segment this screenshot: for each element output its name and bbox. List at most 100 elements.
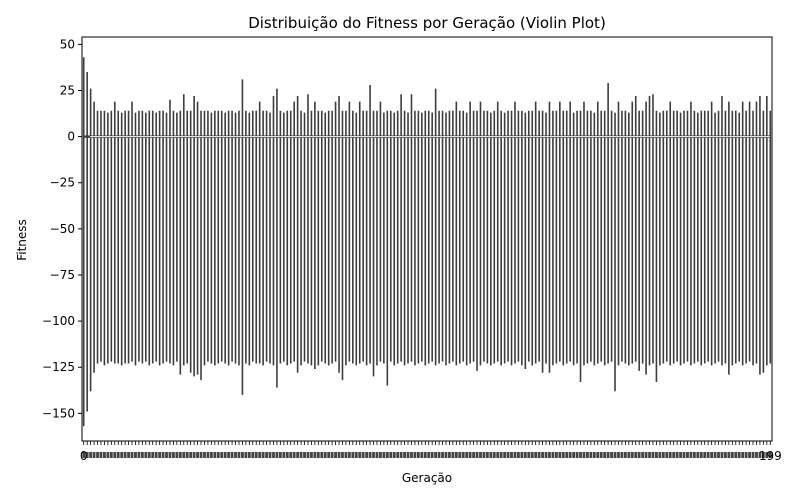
x-tick-label-overlap	[510, 452, 513, 458]
x-tick-label-overlap	[751, 452, 755, 458]
y-tick-label: −125	[42, 360, 75, 374]
x-tick-label-overlap	[448, 452, 451, 458]
x-tick-label-overlap	[178, 452, 182, 458]
x-tick-label-overlap	[434, 452, 438, 458]
x-tick-label-overlap	[679, 452, 682, 458]
y-tick-label: −25	[50, 176, 75, 190]
x-tick-label-overlap	[617, 452, 620, 458]
x-tick-label-overlap	[123, 452, 127, 458]
x-tick-label-overlap	[724, 452, 727, 458]
x-tick-label-overlap	[565, 452, 569, 458]
x-tick-label-overlap	[109, 452, 113, 458]
x-tick-label-overlap	[527, 452, 531, 458]
x-tick-label-overlap	[492, 452, 496, 458]
x-tick-label-overlap	[251, 452, 255, 458]
x-tick-label-first: 0	[80, 449, 88, 463]
x-tick-label-overlap	[485, 452, 489, 458]
x-tick-label-overlap	[344, 452, 348, 458]
x-tick-label-overlap	[203, 452, 206, 458]
x-tick-label-overlap	[316, 452, 320, 458]
x-tick-label-overlap	[755, 452, 758, 458]
x-tick-label-overlap	[658, 452, 662, 458]
x-tick-label-overlap	[465, 452, 469, 458]
x-tick-label-overlap	[427, 452, 431, 458]
x-tick-label-overlap	[209, 452, 213, 458]
x-tick-label-overlap	[699, 452, 703, 458]
x-tick-label-overlap	[85, 452, 89, 458]
x-tick-label-overlap	[627, 452, 631, 458]
x-tick-label-overlap	[558, 452, 562, 458]
x-tick-label-overlap	[620, 452, 624, 458]
x-tick-label-overlap	[96, 452, 99, 458]
x-tick-label-overlap	[382, 452, 386, 458]
x-tick-label-overlap	[517, 452, 520, 458]
x-tick-label-overlap	[541, 452, 544, 458]
x-tick-label-overlap	[413, 452, 417, 458]
y-axis: 50 25 0 −25 −50 −75 −100 −125 −150	[42, 37, 82, 420]
x-tick-label-overlap	[337, 452, 341, 458]
x-tick-label-overlap	[372, 452, 375, 458]
x-tick-label-overlap	[530, 452, 534, 458]
x-tick-label-overlap	[227, 452, 231, 458]
x-tick-label-overlap	[655, 452, 658, 458]
x-tick-label-overlap	[289, 452, 293, 458]
y-tick-label: −150	[42, 406, 75, 420]
x-tick-label-overlap	[199, 452, 203, 458]
x-tick-label-overlap	[351, 452, 355, 458]
x-tick-label-overlap	[275, 452, 279, 458]
x-tick-label-overlap	[147, 452, 151, 458]
x-tick-label-overlap	[334, 452, 337, 458]
x-tick-label-overlap	[341, 452, 344, 458]
x-tick-label-overlap	[313, 452, 317, 458]
x-tick-label-overlap	[623, 452, 627, 458]
y-axis-title: Fitness	[15, 219, 29, 261]
x-tick-label-overlap	[261, 452, 265, 458]
x-tick-label-overlap	[734, 452, 738, 458]
x-tick-label-overlap	[499, 452, 503, 458]
x-tick-label-overlap	[237, 452, 241, 458]
x-tick-label-overlap	[710, 452, 714, 458]
x-tick-label-overlap	[223, 452, 227, 458]
y-tick-label: 50	[60, 37, 75, 51]
x-tick-label-overlap	[610, 452, 613, 458]
x-tick-label-overlap	[379, 452, 382, 458]
x-tick-label-overlap	[103, 452, 106, 458]
x-tick-label-last: 199	[759, 449, 782, 463]
x-tick-label-overlap	[158, 452, 162, 458]
x-tick-label-overlap	[213, 452, 217, 458]
x-tick-label-overlap	[758, 452, 762, 458]
x-tick-label-overlap	[406, 452, 410, 458]
x-tick-label-overlap	[717, 452, 720, 458]
x-tick-label-overlap	[506, 452, 510, 458]
x-tick-label-overlap	[92, 452, 96, 458]
x-tick-label-overlap	[347, 452, 351, 458]
x-tick-label-overlap	[475, 452, 479, 458]
x-tick-label-overlap	[320, 452, 324, 458]
x-tick-label-overlap	[106, 452, 110, 458]
x-tick-label-overlap	[479, 452, 482, 458]
x-tick-label-overlap	[523, 452, 527, 458]
x-tick-label-overlap	[230, 452, 234, 458]
x-tick-label-overlap	[196, 452, 199, 458]
x-tick-label-overlap	[423, 452, 427, 458]
x-tick-label-overlap	[668, 452, 672, 458]
x-tick-label-overlap	[458, 452, 462, 458]
x-tick-label-overlap	[454, 452, 458, 458]
x-tick-label-overlap	[482, 452, 486, 458]
x-tick-label-overlap	[665, 452, 669, 458]
x-tick-label-overlap	[575, 452, 579, 458]
x-tick-label-overlap	[461, 452, 465, 458]
x-tick-label-overlap	[730, 452, 734, 458]
x-tick-label-overlap	[258, 452, 262, 458]
x-tick-label-overlap	[534, 452, 538, 458]
x-tick-label-overlap	[441, 452, 444, 458]
x-tick-label-overlap	[582, 452, 586, 458]
x-tick-label-overlap	[285, 452, 289, 458]
x-tick-label-overlap	[368, 452, 372, 458]
x-tick-label-overlap	[444, 452, 448, 458]
x-tick-label-overlap	[568, 452, 572, 458]
x-axis-title: Geração	[402, 471, 452, 485]
x-tick-label-overlap	[365, 452, 369, 458]
x-tick-label-overlap	[392, 452, 396, 458]
